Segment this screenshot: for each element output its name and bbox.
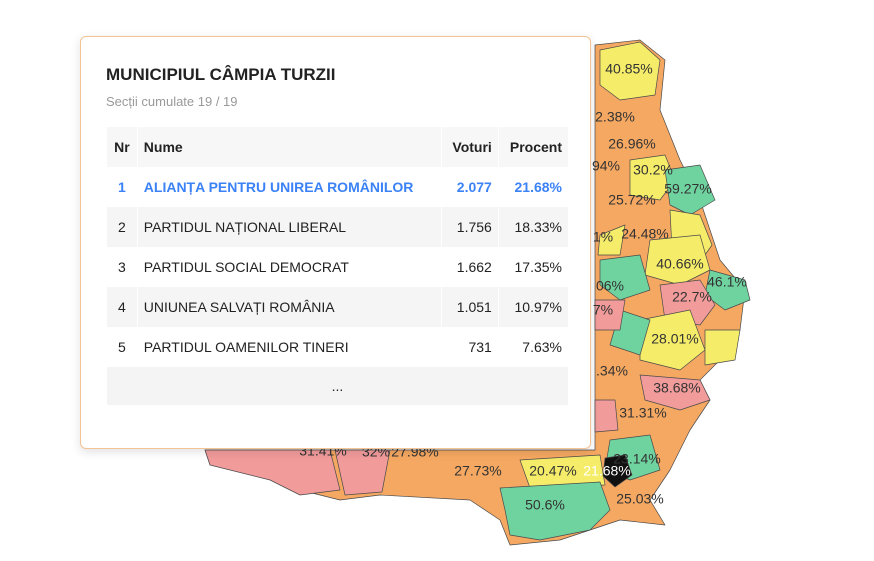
region-label: 1%	[593, 229, 613, 245]
region-label: 94%	[592, 158, 620, 174]
table-cell: ALIANȚA PENTRU UNIREA ROMÂNILOR	[136, 167, 442, 207]
region	[519, 454, 606, 489]
table-header: Nr Nume Voturi Procent	[106, 127, 568, 167]
region-label: 2.38%	[595, 109, 635, 125]
region-label: 31.31%	[619, 405, 666, 421]
table-cell: PARTIDUL NAȚIONAL LIBERAL	[136, 207, 442, 247]
region-label: 28.01%	[651, 331, 698, 347]
table-cell: 1.756	[441, 207, 499, 247]
table-cell: 731	[441, 327, 499, 367]
table-cell: 10.97%	[497, 287, 568, 327]
region-label: 38.68%	[653, 380, 700, 396]
result-row: 3 PARTIDUL SOCIAL DEMOCRAT 1.662 17.35%	[106, 247, 568, 287]
region-label: 25.03%	[616, 491, 663, 507]
table-cell: 7.63%	[497, 327, 568, 367]
region	[597, 224, 626, 256]
popup-subtitle: Secții cumulate 19 / 19	[106, 94, 238, 109]
table-cell: 1.662	[441, 247, 499, 287]
region	[499, 481, 611, 541]
region	[334, 449, 391, 496]
region	[594, 299, 626, 331]
region	[664, 164, 716, 216]
region	[704, 329, 741, 366]
region-label: 26.96%	[608, 136, 655, 152]
region-label: 7%	[593, 302, 613, 318]
region-label: 25.72%	[608, 192, 655, 208]
column-header: Voturi	[441, 127, 499, 167]
region-label: 30.2%	[633, 162, 673, 178]
table-cell: 5	[106, 327, 138, 367]
table-cell: 17.35%	[497, 247, 568, 287]
region-label: 59.27%	[664, 181, 711, 197]
table-cell: 2.077	[441, 167, 499, 207]
table-cell: 3	[106, 247, 138, 287]
region-label: 46.1%	[707, 274, 747, 290]
region	[204, 449, 341, 496]
column-header: Nume	[136, 127, 442, 167]
table-cell: 1.051	[441, 287, 499, 327]
region	[599, 254, 651, 301]
more-row: ...	[106, 367, 568, 405]
table-cell: PARTIDUL SOCIAL DEMOCRAT	[136, 247, 442, 287]
table-cell: PARTIDUL OAMENILOR TINERI	[136, 327, 442, 367]
table-cell: UNIUNEA SALVAȚI ROMÂNIA	[136, 287, 442, 327]
region	[639, 374, 711, 411]
column-header: Nr	[106, 127, 138, 167]
region	[599, 41, 661, 101]
region-label: .34%	[596, 363, 628, 379]
popup-title: MUNICIPIUL CÂMPIA TURZII	[106, 65, 336, 84]
region	[644, 234, 711, 286]
region-label: 40.66%	[656, 256, 703, 272]
column-header: Procent	[497, 127, 568, 167]
region-label: 20.47%	[529, 463, 576, 479]
region-label: 27.73%	[454, 463, 501, 479]
region-label: 40.85%	[605, 61, 652, 77]
region-label: 23.14%	[613, 451, 660, 467]
region	[594, 399, 619, 433]
result-row: 5 PARTIDUL OAMENILOR TINERI 731 7.63%	[106, 327, 568, 367]
region-label: 21.68%	[583, 463, 630, 479]
table-cell: 21.68%	[497, 167, 568, 207]
region-label: 22.7%	[672, 289, 712, 305]
more-indicator: ...	[106, 367, 568, 405]
region	[629, 154, 676, 201]
region-label: 50.6%	[525, 497, 565, 513]
table-cell: 1	[106, 167, 138, 207]
table-cell: 4	[106, 287, 138, 327]
results-table: Nr Nume Voturi Procent 1 ALIANȚA PENTRU UNIR…	[106, 127, 568, 405]
table-cell: 18.33%	[497, 207, 568, 247]
popup: MUNICIPIUL CÂMPIA TURZII Secții cumulate…	[80, 36, 591, 449]
table-cell: 2	[106, 207, 138, 247]
region-label: 06%	[596, 278, 624, 294]
region-label: 24.48%	[621, 226, 668, 242]
region-selected[interactable]	[602, 454, 633, 488]
result-row[interactable]: 1 ALIANȚA PENTRU UNIREA ROMÂNILOR 2.077 21.…	[106, 167, 568, 207]
result-row: 2 PARTIDUL NAȚIONAL LIBERAL 1.756 18.33%	[106, 207, 568, 247]
result-row: 4 UNIUNEA SALVAȚI ROMÂNIA 1.051 10.97%	[106, 287, 568, 327]
